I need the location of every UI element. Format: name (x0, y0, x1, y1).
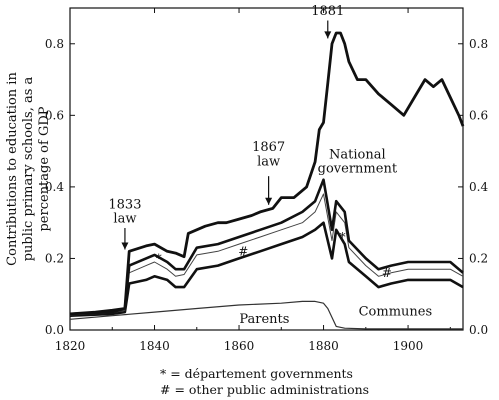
x-tick-label: 1820 (55, 339, 86, 353)
y-tick-label-right: 0.2 (469, 251, 488, 265)
hash-marker: # (238, 244, 248, 258)
axes: 1820 1840 1860 1880 1900 0.0 0.0 0.2 0.2 0.4 0.4 0.… (45, 7, 488, 353)
annotations: 1833law1867law1881NationalgovernmentComm… (108, 4, 432, 327)
arrow-1833-head (121, 242, 129, 250)
label-national: National (329, 147, 386, 162)
y-tick-label-left: 0.8 (45, 37, 64, 51)
y-tick-label-left: 0.6 (45, 108, 64, 122)
y-tick-label-left: 0.0 (45, 323, 64, 337)
y-axis-label-line-3: percentage of GDP (37, 106, 52, 231)
asterisk-marker: * (340, 230, 346, 244)
asterisk-marker: * (156, 251, 162, 265)
label-parents: Parents (239, 312, 289, 327)
y-tick-label-right: 0.4 (469, 180, 488, 194)
label-communes: Communes (359, 305, 433, 320)
series-lines (69, 31, 465, 330)
x-tick-label: 1840 (139, 339, 170, 353)
y-axis-label-line-1: Contributions to education in (5, 72, 20, 266)
annotation-1867: 1867 (252, 140, 285, 155)
annotation-1833-law: law (113, 212, 136, 227)
annotation-1867-law: law (257, 154, 280, 169)
departement-governments-line (69, 193, 464, 316)
national-government-line (69, 31, 465, 316)
annotation-1881: 1881 (311, 4, 344, 19)
footnote-departement: * = département governments (160, 366, 353, 381)
x-tick-label: 1880 (308, 339, 339, 353)
y-tick-label-left: 0.2 (45, 251, 64, 265)
arrow-1867-head (265, 197, 273, 205)
parents-line (69, 300, 463, 330)
y-tick-label-left: 0.4 (45, 180, 64, 194)
footnote-other-admin: # = other public administrations (160, 382, 369, 397)
y-tick-label-right: 0.0 (469, 323, 488, 337)
hash-marker: # (382, 266, 392, 280)
x-tick-label: 1860 (224, 339, 255, 353)
plot-frame (69, 7, 464, 331)
y-tick-label-right: 0.8 (469, 37, 488, 51)
label-government: government (318, 162, 398, 177)
x-tick-label: 1900 (393, 339, 424, 353)
y-axis-label-line-2: public primary schools, as a (21, 76, 36, 261)
communes-line (69, 221, 464, 317)
markers: * # * # (156, 230, 392, 280)
y-tick-label-right: 0.6 (469, 108, 488, 122)
other-public-administrations-line (69, 178, 464, 316)
annotation-1833: 1833 (108, 197, 141, 212)
arrow-1881-head (324, 31, 332, 39)
